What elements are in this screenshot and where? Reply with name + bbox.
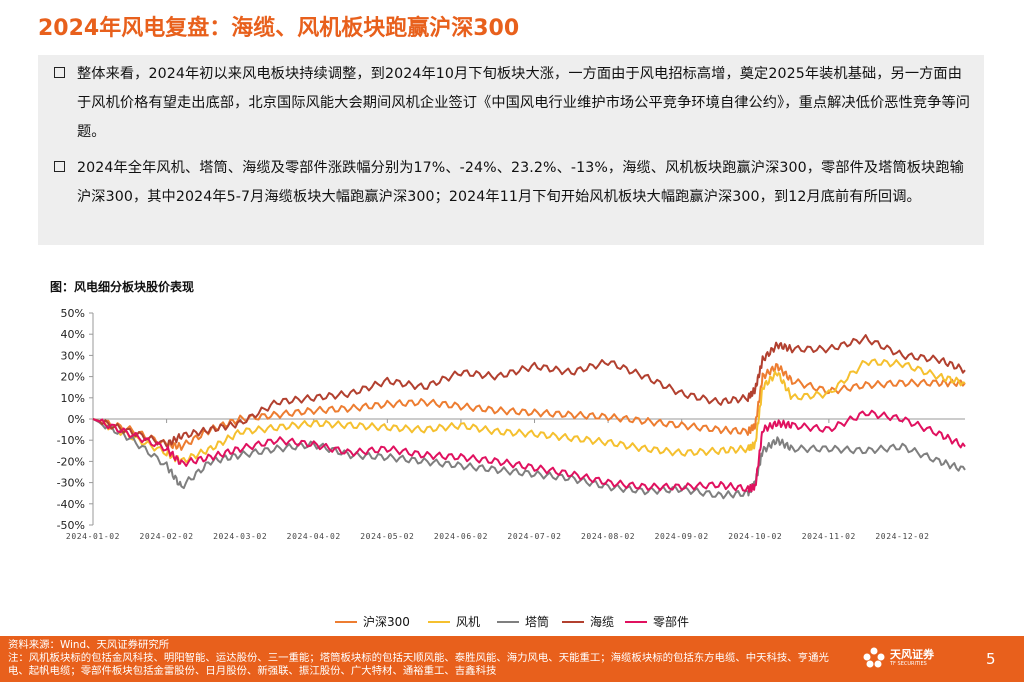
legend-label: 塔筒 bbox=[525, 615, 550, 629]
legend-item-tatong: 塔筒 bbox=[497, 613, 549, 630]
y-tick-label: 0% bbox=[68, 413, 85, 426]
legend-swatch bbox=[562, 620, 584, 623]
y-tick-label: -20% bbox=[57, 455, 85, 468]
footer-note: 注：风机板块标的包括金风科技、明阳智能、运达股份、三一重能；塔筒板块标的包括天顺… bbox=[8, 652, 829, 677]
page-number: 5 bbox=[986, 650, 996, 668]
x-tick-label: 2024-06-02 bbox=[434, 532, 488, 541]
bullet-2: 2024年全年风机、塔筒、海缆及零部件涨跌幅分别为17%、-24%、23.2%、… bbox=[54, 154, 974, 212]
series-line-lingbujian bbox=[92, 409, 966, 493]
x-tick-label: 2024-09-02 bbox=[655, 532, 709, 541]
legend-item-fengji: 风机 bbox=[428, 613, 480, 630]
logo-name: 天风证券 bbox=[890, 648, 934, 661]
logo-subtitle: TF SECURITIES bbox=[890, 661, 927, 667]
x-tick-label: 2024-07-02 bbox=[507, 532, 561, 541]
x-tick-label: 2024-11-02 bbox=[802, 532, 856, 541]
y-tick-label: -40% bbox=[57, 498, 85, 511]
square-bullet-icon bbox=[54, 161, 65, 172]
y-tick-label: 30% bbox=[61, 349, 85, 362]
page-title: 2024年风电复盘：海缆、风机板块跑赢沪深300 bbox=[38, 16, 520, 41]
y-tick-label: 50% bbox=[61, 307, 85, 320]
legend-item-hailan: 海缆 bbox=[562, 613, 614, 630]
bullet-text: 整体来看，2024年初以来风电板块持续调整，到2024年10月下旬板块大涨，一方… bbox=[77, 66, 971, 140]
series-line-hs300 bbox=[92, 363, 966, 451]
x-tick-label: 2024-12-02 bbox=[875, 532, 929, 541]
legend-swatch bbox=[497, 620, 519, 623]
legend-item-lingbujian: 零部件 bbox=[625, 613, 689, 630]
bullet-text: 2024年全年风机、塔筒、海缆及零部件涨跌幅分别为17%、-24%、23.2%、… bbox=[77, 160, 964, 205]
x-tick-label: 2024-02-02 bbox=[140, 532, 194, 541]
x-tick-label: 2024-01-02 bbox=[66, 532, 120, 541]
series-line-tatong bbox=[92, 418, 966, 500]
legend-label: 风机 bbox=[456, 615, 481, 629]
footer-notes: 资料来源：Wind、天风证券研究所 注：风机板块标的包括金风科技、明阳智能、运达… bbox=[8, 639, 848, 678]
flower-logo-icon bbox=[863, 647, 885, 668]
footer: 资料来源：Wind、天风证券研究所 注：风机板块标的包括金风科技、明阳智能、运达… bbox=[0, 636, 1024, 682]
legend-label: 零部件 bbox=[653, 615, 690, 629]
legend-swatch bbox=[625, 620, 647, 623]
square-bullet-icon bbox=[54, 67, 65, 78]
summary-box: 整体来看，2024年初以来风电板块持续调整，到2024年10月下旬板块大涨，一方… bbox=[38, 55, 984, 245]
legend-label: 沪深300 bbox=[363, 615, 410, 629]
figure-label: 图：风电细分板块股价表现 bbox=[50, 280, 195, 294]
legend-swatch bbox=[335, 620, 357, 623]
x-tick-label: 2024-04-02 bbox=[287, 532, 341, 541]
x-tick-label: 2024-10-02 bbox=[728, 532, 782, 541]
footer-source: 资料来源：Wind、天风证券研究所 bbox=[8, 639, 170, 651]
y-tick-label: -10% bbox=[57, 434, 85, 447]
y-tick-label: 10% bbox=[61, 392, 85, 405]
series-line-hailan bbox=[92, 334, 966, 448]
y-tick-label: 20% bbox=[61, 371, 85, 384]
x-tick-label: 2024-03-02 bbox=[213, 532, 267, 541]
line-chart: 50%40%30%20%10%0%-10%-20%-30%-40%-50%202… bbox=[57, 307, 966, 541]
x-tick-label: 2024-08-02 bbox=[581, 532, 635, 541]
legend-label: 海缆 bbox=[590, 615, 615, 629]
y-tick-label: -50% bbox=[57, 519, 85, 532]
bullet-1: 整体来看，2024年初以来风电板块持续调整，到2024年10月下旬板块大涨，一方… bbox=[54, 60, 974, 147]
series-line-fengji bbox=[92, 358, 966, 465]
y-tick-label: -30% bbox=[57, 477, 85, 490]
legend-swatch bbox=[428, 620, 450, 623]
company-logo: 天风证券 TF SECURITIES bbox=[862, 646, 934, 670]
legend-item-hs300: 沪深300 bbox=[335, 613, 410, 630]
x-tick-label: 2024-05-02 bbox=[360, 532, 414, 541]
chart-legend: 沪深300 风机 塔筒 海缆 零部件 bbox=[0, 613, 1024, 629]
y-tick-label: 40% bbox=[61, 328, 85, 341]
